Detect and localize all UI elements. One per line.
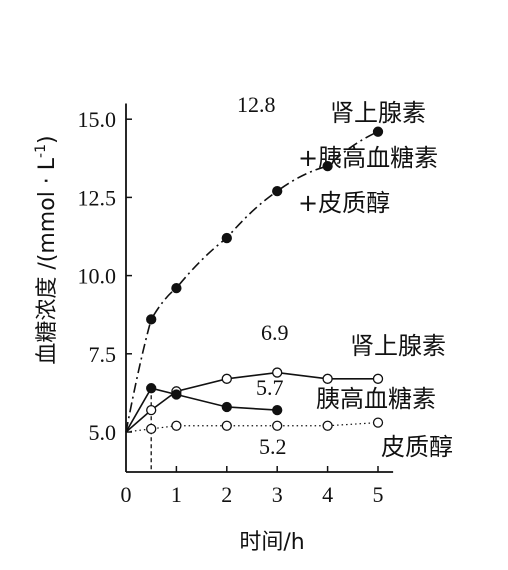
y-tick-label: 12.5 <box>78 185 117 210</box>
data-point-combined <box>322 160 333 172</box>
data-point-adrenaline <box>146 404 157 416</box>
x-axis-label: 时间/h <box>239 530 304 555</box>
data-point-glucagon <box>171 389 182 400</box>
series-markers <box>146 126 384 435</box>
x-tick-label: 5 <box>373 482 384 507</box>
data-point-adrenaline <box>372 373 384 384</box>
data-point-cortisol <box>272 420 283 431</box>
y-tick-label: 5.0 <box>89 420 117 445</box>
x-tick-label: 4 <box>322 482 333 507</box>
x-tick-label: 3 <box>272 482 283 507</box>
data-point-combined <box>221 232 232 244</box>
data-point-adrenaline <box>221 373 232 384</box>
y-axis-label-main: 血糖浓度 /(mmol · L <box>35 157 60 364</box>
series-label-combined-line2: +胰高血糖素 <box>298 144 438 172</box>
x-tick-label: 0 <box>121 482 132 507</box>
x-tick-label: 2 <box>221 482 232 507</box>
data-point-combined <box>272 185 283 197</box>
annotation-5-7: 5.7 <box>256 375 284 400</box>
series-label-adrenaline: 肾上腺素 <box>350 332 446 360</box>
data-point-combined <box>372 126 384 137</box>
data-point-combined <box>171 282 182 294</box>
annotation-5-2: 5.2 <box>259 434 287 459</box>
y-tick-label: 7.5 <box>89 342 117 367</box>
data-point-glucagon <box>221 401 232 413</box>
series-label-cortisol: 皮质醇 <box>381 433 453 461</box>
series-label-combined-line1: 肾上腺素 <box>330 99 426 127</box>
data-point-cortisol <box>171 420 182 431</box>
data-point-adrenaline <box>272 367 283 378</box>
data-point-cortisol <box>322 420 333 431</box>
data-point-cortisol <box>372 417 384 428</box>
series-line-cortisol <box>125 422 379 433</box>
y-axis-label-close: ) <box>35 135 60 144</box>
y-tick-label: 10.0 <box>78 264 117 289</box>
annotation-6-9: 6.9 <box>261 320 289 345</box>
data-point-glucagon <box>146 383 157 394</box>
data-point-glucagon <box>272 404 283 416</box>
series-label-combined-line3: +皮质醇 <box>298 189 390 217</box>
y-tick-label: 15.0 <box>78 107 117 132</box>
data-point-cortisol <box>221 420 232 431</box>
data-point-adrenaline <box>322 373 333 384</box>
annotation-12-8: 12.8 <box>237 92 276 117</box>
data-point-cortisol <box>146 423 157 435</box>
axes: 0 1 2 3 4 5 5.0 7.5 10.0 12.5 15.0 <box>78 103 394 507</box>
series-label-glucagon: 胰高血糖素 <box>316 385 436 413</box>
x-tick-label: 1 <box>171 482 182 507</box>
y-axis-label-superscript: -1 <box>33 144 49 158</box>
data-point-combined <box>146 314 157 325</box>
y-axis-label: 血糖浓度 /(mmol · L-1) <box>33 135 60 364</box>
